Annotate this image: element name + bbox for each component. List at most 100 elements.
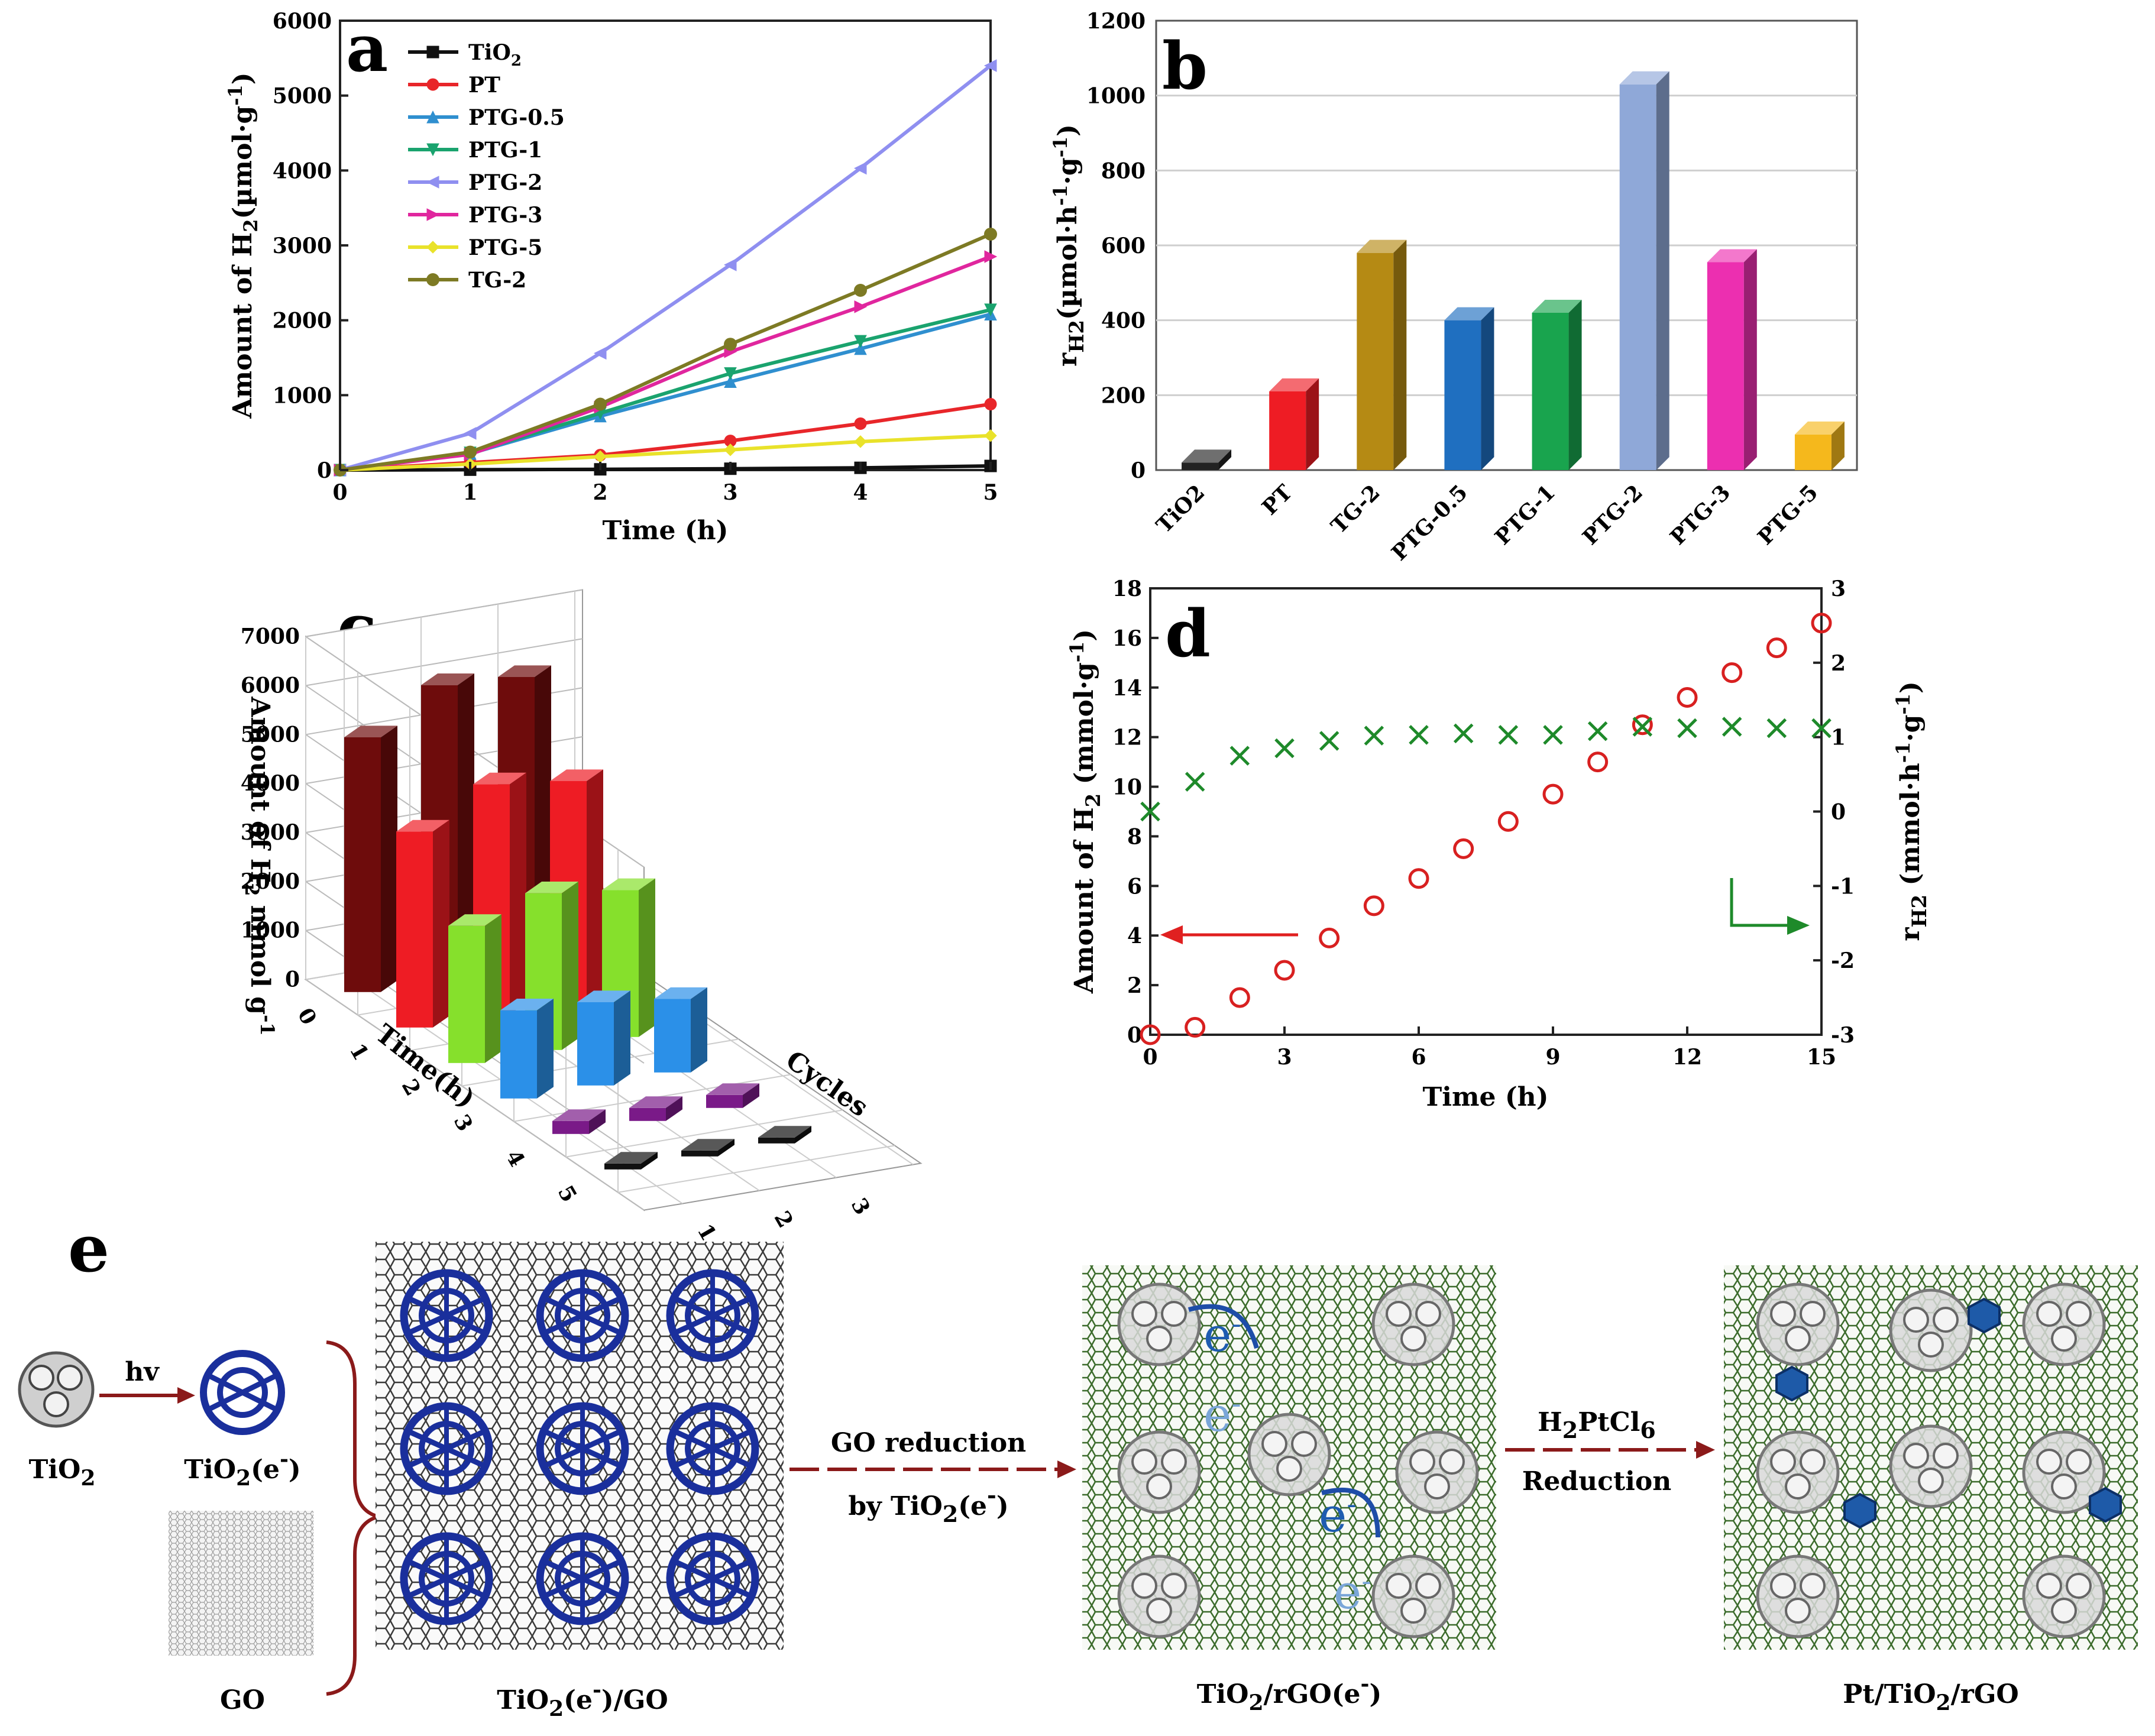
legend-item-TiO2: TiO2: [408, 40, 522, 70]
legend-item-PTG-5: PTG-5: [408, 235, 542, 260]
pt-particle-icon: [2089, 1486, 2122, 1523]
time-tick-label: 0: [293, 1004, 322, 1029]
data-point-rh2: [1274, 738, 1295, 759]
x-tick-label: 3: [1277, 1045, 1292, 1070]
x-tick-label: PTG-5: [1753, 480, 1823, 550]
data-point: [984, 303, 997, 317]
tio2e-cluster-icon: [536, 1402, 629, 1495]
data-point-amount: [1229, 987, 1250, 1008]
data-point: [854, 284, 867, 297]
legend-marker: [426, 143, 439, 157]
data-point-rh2: [1364, 726, 1384, 746]
series-line-PTG-2: [339, 64, 992, 472]
data-point-amount: [1453, 838, 1474, 859]
step2-top-label: H2PtCl6: [1538, 1407, 1656, 1443]
data-point-rh2: [1811, 718, 1832, 739]
tio2-cluster-icon: [1371, 1282, 1455, 1366]
y-tick-label: 1200: [1086, 9, 1146, 34]
data-point: [854, 342, 867, 355]
step1-bottom-label: by TiO2(e-): [848, 1482, 1008, 1527]
step1-top-label: GO reduction: [831, 1428, 1026, 1458]
legend-marker: [426, 208, 440, 221]
tio2-cluster-icon: [1889, 1424, 1973, 1508]
tio2e-cluster-icon: [666, 1269, 759, 1362]
electron-path-arrow: [1187, 1304, 1259, 1349]
legend-item-PTG-2: PTG-2: [408, 170, 542, 195]
gridline: [617, 1145, 895, 1193]
time-tick-label: 1: [345, 1039, 374, 1065]
z-tick-label: 2000: [241, 869, 300, 894]
legend-label: PTG-1: [468, 138, 542, 163]
data-point: [853, 161, 867, 175]
y-left-tick-label: 0: [1127, 1023, 1142, 1048]
go-label: GO: [220, 1685, 265, 1715]
y-left-tick-label: 14: [1112, 676, 1142, 701]
tio2-cluster-icon: [1117, 1430, 1201, 1514]
pt-particle-icon: [1843, 1492, 1876, 1529]
bar3d-cycle3-t0: [758, 1126, 811, 1144]
y-left-tick-label: 8: [1127, 824, 1142, 849]
step2-arrow: [1505, 1441, 1715, 1459]
data-point: [464, 445, 477, 459]
chart-b: b 0 200 400 600 800 1000 1200 TiO2 PT TG-2 PTG-0.5…: [1049, 9, 1858, 566]
legend-label: PTG-2: [468, 170, 542, 195]
tio2e-cluster-icon: [666, 1402, 759, 1495]
legend-marker: [426, 110, 439, 124]
gridline: [305, 638, 583, 686]
y-tick-label: 6000: [273, 9, 332, 34]
data-point-rh2: [1140, 801, 1160, 822]
data-point: [984, 429, 997, 442]
data-point-rh2: [1185, 772, 1205, 792]
data-point: [854, 435, 867, 448]
tio2-cluster-icon: [1756, 1430, 1840, 1514]
y-left-tick-label: 16: [1112, 626, 1142, 651]
legend-label: PTG-3: [468, 203, 542, 228]
tio2e-cluster-icon: [536, 1269, 629, 1362]
tio2-rgo-e-label: TiO2/rGO(e-): [1197, 1672, 1382, 1715]
bar3d-cycle2-t1: [629, 1096, 682, 1121]
series-line-PT: [339, 402, 991, 472]
tio2-cluster-icon: [1756, 1282, 1840, 1366]
x-tick-label: TiO2: [1151, 480, 1209, 538]
electron-path-arrow: [1321, 1488, 1380, 1538]
data-point: [724, 375, 737, 388]
y-left-tick-label: 18: [1112, 576, 1142, 601]
tio2e-go-label: TiO2(e-)/GO: [497, 1677, 668, 1721]
gridline: [565, 1109, 843, 1158]
data-point-amount: [1677, 687, 1698, 708]
data-point-rh2: [1409, 725, 1429, 745]
bar-PT: [1269, 378, 1319, 470]
x-tick-label: 1: [462, 480, 477, 505]
electron-label: e-: [1203, 1387, 1241, 1442]
y-right-tick-label: -2: [1831, 948, 1855, 973]
y-tick-label: 3000: [273, 234, 332, 258]
tio2-cluster-icon: [1117, 1282, 1201, 1366]
series-line-TiO2: [339, 464, 991, 472]
bar3d-cycle3-t2: [654, 987, 707, 1073]
chart-c: c 01000200030004000500060007000012345123…: [241, 589, 923, 1245]
bar3d-cycle1-t4: [396, 820, 449, 1028]
y-tick-label: 200: [1101, 383, 1146, 408]
x-axis-label-a: Time (h): [603, 516, 729, 546]
legend-label: PT: [468, 73, 500, 98]
x-tick-label: PTG-2: [1578, 480, 1648, 550]
data-point-rh2: [1543, 725, 1563, 745]
legend-label: TiO2: [468, 40, 522, 70]
y-axis-label-a: Amount of H2(µmol·g-1): [224, 72, 262, 419]
data-point: [854, 417, 867, 430]
panel-label-b: b: [1162, 28, 1208, 104]
bar-PTG-3: [1707, 249, 1757, 470]
y-tick-label: 0: [317, 458, 332, 483]
step1-arrow: [789, 1460, 1076, 1478]
tio2-label: TiO2: [29, 1455, 96, 1491]
y-tick-label: 1000: [1086, 84, 1146, 109]
bar3d-cycle1-t3: [448, 914, 501, 1063]
electron-label: e-: [1334, 1565, 1371, 1620]
data-point-amount: [1497, 811, 1519, 832]
y-right-tick-label: -1: [1831, 874, 1855, 899]
data-point: [854, 300, 868, 313]
series-line-PTG-1: [339, 308, 991, 472]
data-point-amount: [1632, 714, 1653, 736]
pt-particle-icon: [1775, 1365, 1808, 1402]
x-tick-label: 9: [1545, 1045, 1560, 1070]
